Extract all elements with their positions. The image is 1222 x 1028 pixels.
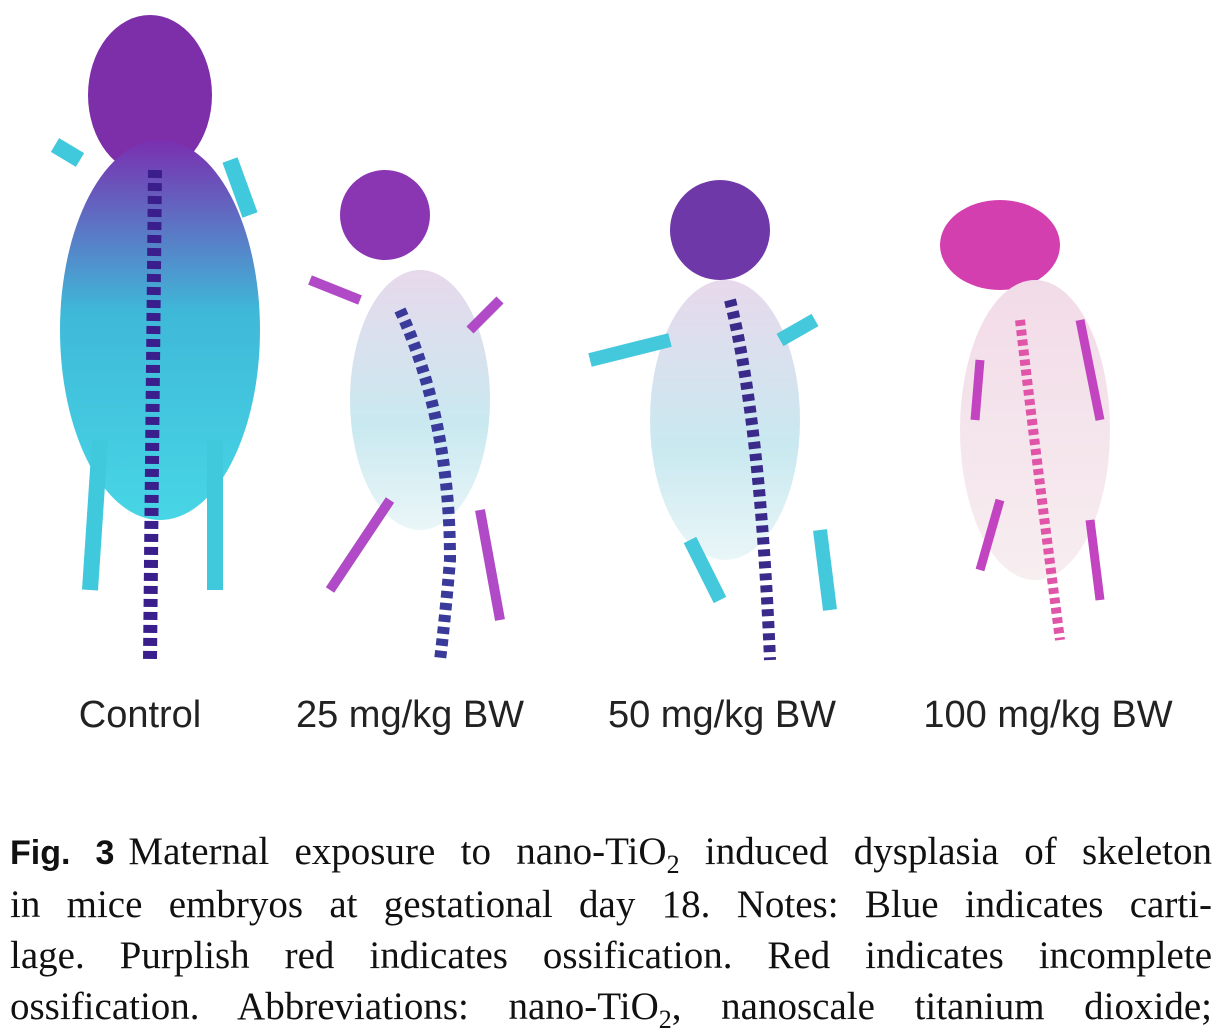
mouse-25 — [308, 170, 505, 661]
caption-text: in mice embryos at gestational day 18. N… — [10, 883, 1212, 926]
caption-text: lage. Purplish red indicates ossificatio… — [10, 934, 1212, 977]
caption-line: Fig. 3 Maternal exposure to nano-TiO2 ind… — [10, 826, 1212, 879]
caption-text: Maternal exposure to nano-TiO — [128, 830, 667, 873]
mouse-100 — [940, 200, 1110, 641]
panel-label: 100 mg/kg BW — [923, 694, 1173, 736]
caption-text: induced dysplasia of skeleton — [679, 830, 1212, 873]
caption-text: , nanoscale titanium dioxide; — [671, 985, 1212, 1028]
figure-label: Fig. 3 — [10, 834, 115, 872]
mouse-control — [50, 15, 260, 661]
figure-caption: Fig. 3 Maternal exposure to nano-TiO2 ind… — [10, 826, 1212, 1028]
caption-line: in mice embryos at gestational day 18. N… — [10, 879, 1212, 930]
mouse-50 — [588, 180, 837, 661]
subscript: 2 — [666, 849, 680, 879]
figure-image — [50, 15, 1110, 661]
subscript: 2 — [658, 1004, 672, 1028]
caption-line: ossification. Abbreviations: nano-TiO2, … — [10, 981, 1212, 1028]
panel-label: 25 mg/kg BW — [295, 694, 525, 736]
caption-text: ossification. Abbreviations: nano-TiO — [10, 985, 659, 1028]
caption-line: lage. Purplish red indicates ossificatio… — [10, 930, 1212, 981]
panel-label: 50 mg/kg BW — [607, 694, 837, 736]
panel-label: Control — [78, 694, 202, 736]
